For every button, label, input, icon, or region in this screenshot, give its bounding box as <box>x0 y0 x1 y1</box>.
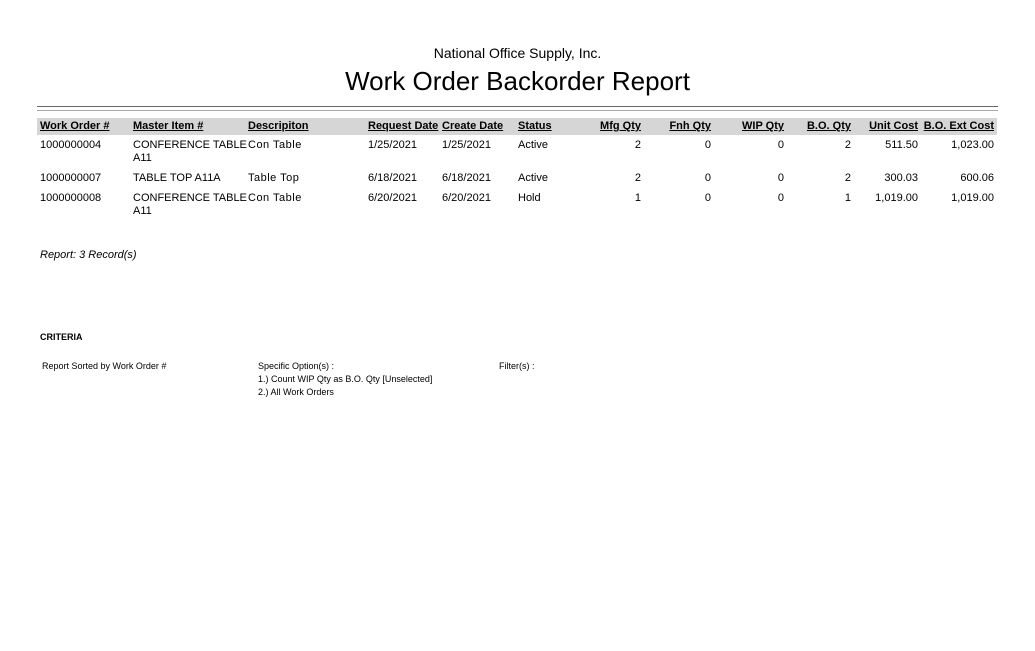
column-header: B.O. Ext Cost <box>923 120 994 132</box>
sort-criteria: Report Sorted by Work Order # <box>42 361 167 371</box>
table-cell: 0 <box>777 172 784 184</box>
table-cell: CONFERENCE TABLE <box>133 192 247 204</box>
column-header: Master Item # <box>133 120 204 132</box>
filters-label: Filter(s) : <box>499 361 535 371</box>
table-cell: 0 <box>777 192 784 204</box>
table-cell: 1 <box>844 192 851 204</box>
table-cell: 2 <box>844 172 851 184</box>
criteria-heading: CRITERIA <box>40 332 83 342</box>
table-cell: 1,019.00 <box>951 192 994 204</box>
table-cell: 600.06 <box>960 172 994 184</box>
table-cell: 1/25/2021 <box>368 139 417 151</box>
table-cell: 6/18/2021 <box>442 172 491 184</box>
table-cell: 1 <box>634 192 641 204</box>
column-header: WIP Qty <box>742 120 784 132</box>
options-label: Specific Option(s) : <box>258 361 335 371</box>
column-header: Create Date <box>442 120 504 132</box>
column-header: Status <box>518 120 552 132</box>
column-header: Mfg Qty <box>600 120 641 132</box>
table-cell: 6/20/2021 <box>368 192 417 204</box>
table-cell: Con Table <box>248 139 302 151</box>
table-cell: 6/18/2021 <box>368 172 417 184</box>
option-item: 1.) Count WIP Qty as B.O. Qty [Unselecte… <box>258 374 433 384</box>
table-header <box>37 118 997 135</box>
company-name: National Office Supply, Inc. <box>433 45 602 61</box>
table-cell: Active <box>518 172 548 184</box>
table-cell: 1000000007 <box>40 172 102 184</box>
table-cell: 511.50 <box>885 139 918 151</box>
table-cell: 0 <box>704 172 711 184</box>
column-header: Work Order # <box>40 120 110 132</box>
table-cell: Active <box>518 139 548 151</box>
table-cell: 2 <box>844 139 851 151</box>
table-cell: 1,019.00 <box>875 192 918 204</box>
table-cell: 300.03 <box>884 172 918 184</box>
column-header: Request Date <box>368 120 439 132</box>
column-header: B.O. Qty <box>806 120 851 132</box>
table-cell: 0 <box>777 139 784 151</box>
table-cell: 1000000008 <box>40 192 102 204</box>
record-count: Report: 3 Record(s) <box>40 249 137 261</box>
table-cell: A11 <box>133 205 152 217</box>
table-cell: CONFERENCE TABLE <box>133 139 247 151</box>
column-header: Unit Cost <box>869 120 918 132</box>
table-cell: 1/25/2021 <box>442 139 491 151</box>
table-cell: 1,023.00 <box>951 139 994 151</box>
table-cell: 2 <box>634 139 641 151</box>
option-item: 2.) All Work Orders <box>258 387 334 397</box>
table-cell: 6/20/2021 <box>442 192 491 204</box>
table-cell: Con Table <box>248 192 302 204</box>
table-cell: A11 <box>133 152 152 164</box>
table-cell: 1000000004 <box>40 139 102 151</box>
report-title: Work Order Backorder Report <box>345 66 690 96</box>
column-header: Descripiton <box>248 120 309 132</box>
table-cell: 2 <box>634 172 641 184</box>
table-cell: 0 <box>704 192 711 204</box>
table-cell: 0 <box>704 139 711 151</box>
divider <box>37 110 998 111</box>
table-cell: TABLE TOP A11A <box>133 172 221 184</box>
divider <box>37 106 998 107</box>
table-cell: Table Top <box>248 172 300 184</box>
table-cell: Hold <box>518 192 541 204</box>
column-header: Fnh Qty <box>669 120 711 132</box>
